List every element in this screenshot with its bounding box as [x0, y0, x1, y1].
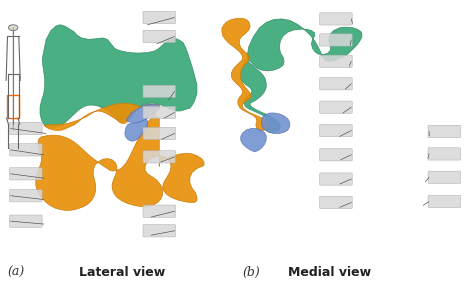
Text: (a): (a): [7, 266, 24, 279]
FancyBboxPatch shape: [428, 125, 461, 137]
FancyBboxPatch shape: [143, 11, 175, 24]
Polygon shape: [241, 129, 266, 152]
Text: (b): (b): [243, 266, 260, 279]
FancyBboxPatch shape: [143, 106, 175, 119]
FancyBboxPatch shape: [319, 78, 352, 90]
FancyBboxPatch shape: [319, 101, 352, 113]
FancyBboxPatch shape: [143, 127, 175, 140]
FancyBboxPatch shape: [319, 55, 352, 68]
FancyBboxPatch shape: [143, 30, 175, 42]
FancyBboxPatch shape: [428, 171, 461, 183]
FancyBboxPatch shape: [9, 215, 42, 227]
FancyBboxPatch shape: [9, 144, 42, 156]
FancyBboxPatch shape: [319, 34, 352, 46]
FancyBboxPatch shape: [143, 205, 175, 217]
Polygon shape: [262, 113, 290, 133]
FancyBboxPatch shape: [428, 195, 461, 208]
Polygon shape: [246, 19, 362, 71]
Polygon shape: [40, 25, 197, 128]
FancyBboxPatch shape: [319, 13, 352, 25]
FancyBboxPatch shape: [319, 149, 352, 161]
Polygon shape: [240, 60, 280, 132]
Circle shape: [9, 25, 18, 31]
FancyBboxPatch shape: [143, 85, 175, 98]
FancyBboxPatch shape: [143, 151, 175, 163]
Polygon shape: [222, 18, 269, 131]
FancyBboxPatch shape: [319, 124, 352, 137]
Polygon shape: [126, 104, 159, 123]
FancyBboxPatch shape: [9, 168, 42, 180]
Text: Lateral view: Lateral view: [79, 266, 165, 279]
FancyBboxPatch shape: [428, 148, 461, 160]
FancyBboxPatch shape: [319, 196, 352, 209]
FancyBboxPatch shape: [143, 225, 175, 237]
Polygon shape: [36, 103, 204, 210]
Polygon shape: [125, 119, 147, 141]
FancyBboxPatch shape: [9, 122, 42, 135]
FancyBboxPatch shape: [9, 190, 42, 202]
Text: Medial view: Medial view: [288, 266, 371, 279]
FancyBboxPatch shape: [319, 173, 352, 185]
